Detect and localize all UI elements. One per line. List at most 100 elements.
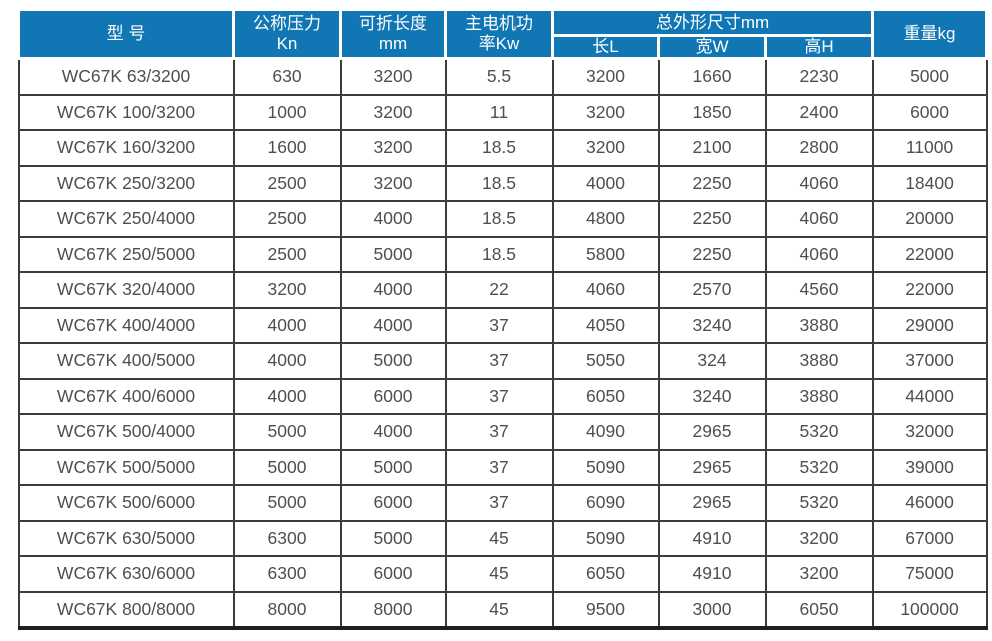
value-cell: 3200 <box>339 57 447 96</box>
value-cell: 5000 <box>871 57 988 96</box>
model-cell: WC67K 400/5000 <box>17 342 235 380</box>
table-row: WC67K 320/4000 3200 4000 22 4060 2570 4560 2200… <box>17 271 988 309</box>
header-motor-power: 主电机功 率Kw <box>444 8 554 60</box>
value-cell: 45 <box>444 519 554 557</box>
table-row: WC67K 160/3200 1600 3200 18.5 3200 2100 2800 11… <box>17 129 988 167</box>
model-cell: WC67K 100/3200 <box>17 93 235 131</box>
header-motor-power-line2: 率Kw <box>478 34 520 53</box>
value-cell: 5090 <box>551 448 660 486</box>
value-cell: 2500 <box>232 200 342 238</box>
value-cell: 4910 <box>657 555 767 593</box>
value-cell: 3880 <box>764 342 874 380</box>
value-cell: 37 <box>444 448 554 486</box>
value-cell: 5320 <box>764 484 874 522</box>
model-cell: WC67K 800/8000 <box>17 590 235 630</box>
value-cell: 2100 <box>657 129 767 167</box>
value-cell: 22000 <box>871 271 988 309</box>
value-cell: 2500 <box>232 164 342 202</box>
value-cell: 11 <box>444 93 554 131</box>
value-cell: 324 <box>657 342 767 380</box>
header-fold-length-line1: 可折长度 <box>359 14 427 34</box>
value-cell: 46000 <box>871 484 988 522</box>
model-cell: WC67K 250/4000 <box>17 200 235 238</box>
spec-table-body: WC67K 63/3200 630 3200 5.5 3200 1660 2230 5000 W… <box>17 57 988 630</box>
value-cell: 2400 <box>764 93 874 131</box>
value-cell: 2230 <box>764 57 874 96</box>
model-cell: WC67K 400/6000 <box>17 377 235 415</box>
value-cell: 6300 <box>232 555 342 593</box>
table-row: WC67K 250/5000 2500 5000 18.5 5800 2250 4060 22… <box>17 235 988 273</box>
value-cell: 2800 <box>764 129 874 167</box>
value-cell: 3200 <box>339 129 447 167</box>
value-cell: 22000 <box>871 235 988 273</box>
value-cell: 4050 <box>551 306 660 344</box>
value-cell: 2250 <box>657 235 767 273</box>
value-cell: 5000 <box>232 413 342 451</box>
model-cell: WC67K 630/6000 <box>17 555 235 593</box>
value-cell: 4000 <box>339 200 447 238</box>
value-cell: 6050 <box>764 590 874 630</box>
value-cell: 1850 <box>657 93 767 131</box>
value-cell: 67000 <box>871 519 988 557</box>
value-cell: 5800 <box>551 235 660 273</box>
value-cell: 5000 <box>339 519 447 557</box>
value-cell: 18.5 <box>444 235 554 273</box>
value-cell: 3200 <box>551 93 660 131</box>
value-cell: 3240 <box>657 306 767 344</box>
table-row: WC67K 500/5000 5000 5000 37 5090 2965 5320 3900… <box>17 448 988 486</box>
table-row: WC67K 500/6000 5000 6000 37 6090 2965 5320 4600… <box>17 484 988 522</box>
model-cell: WC67K 320/4000 <box>17 271 235 309</box>
header-weight: 重量kg <box>871 8 989 60</box>
header-dim-height: 高H <box>763 34 875 60</box>
value-cell: 2500 <box>232 235 342 273</box>
value-cell: 3200 <box>339 164 447 202</box>
header-motor-power-line1: 主电机功 <box>465 14 533 34</box>
value-cell: 20000 <box>871 200 988 238</box>
value-cell: 4000 <box>232 377 342 415</box>
model-cell: WC67K 500/5000 <box>17 448 235 486</box>
value-cell: 1660 <box>657 57 767 96</box>
value-cell: 3200 <box>764 519 874 557</box>
table-header: 型 号 公称压力 Kn 可折长度 mm 主电机功 率Kw 总外形尺寸mm 重量k… <box>17 8 989 60</box>
value-cell: 18.5 <box>444 200 554 238</box>
value-cell: 44000 <box>871 377 988 415</box>
value-cell: 37 <box>444 306 554 344</box>
value-cell: 5.5 <box>444 57 554 96</box>
table-row: WC67K 630/6000 6300 6000 45 6050 4910 3200 7500… <box>17 555 988 593</box>
model-cell: WC67K 400/4000 <box>17 306 235 344</box>
value-cell: 11000 <box>871 129 988 167</box>
value-cell: 5000 <box>339 342 447 380</box>
value-cell: 6050 <box>551 555 660 593</box>
value-cell: 2965 <box>657 484 767 522</box>
value-cell: 2250 <box>657 164 767 202</box>
table-row: WC67K 500/4000 5000 4000 37 4090 2965 5320 3200… <box>17 413 988 451</box>
model-cell: WC67K 63/3200 <box>17 57 235 96</box>
value-cell: 37 <box>444 413 554 451</box>
header-pressure-line2: Kn <box>276 34 298 53</box>
value-cell: 18400 <box>871 164 988 202</box>
value-cell: 3200 <box>764 555 874 593</box>
value-cell: 2965 <box>657 448 767 486</box>
value-cell: 5320 <box>764 413 874 451</box>
model-cell: WC67K 500/6000 <box>17 484 235 522</box>
value-cell: 75000 <box>871 555 988 593</box>
value-cell: 8000 <box>339 590 447 630</box>
header-dim-width: 宽W <box>657 34 767 60</box>
value-cell: 29000 <box>871 306 988 344</box>
header-fold-length: 可折长度 mm <box>339 8 447 60</box>
value-cell: 4000 <box>551 164 660 202</box>
header-model: 型 号 <box>17 8 235 60</box>
value-cell: 5000 <box>232 448 342 486</box>
header-fold-length-line2: mm <box>378 34 408 53</box>
value-cell: 3200 <box>551 57 660 96</box>
header-pressure: 公称压力 Kn <box>232 8 342 60</box>
value-cell: 5050 <box>551 342 660 380</box>
value-cell: 32000 <box>871 413 988 451</box>
header-overall-dimensions: 总外形尺寸mm <box>550 8 875 37</box>
value-cell: 4000 <box>339 306 447 344</box>
value-cell: 2250 <box>657 200 767 238</box>
spec-table: 型 号 公称压力 Kn 可折长度 mm 主电机功 率Kw 总外形尺寸mm 重量k… <box>17 8 989 630</box>
value-cell: 3880 <box>764 306 874 344</box>
value-cell: 6300 <box>232 519 342 557</box>
